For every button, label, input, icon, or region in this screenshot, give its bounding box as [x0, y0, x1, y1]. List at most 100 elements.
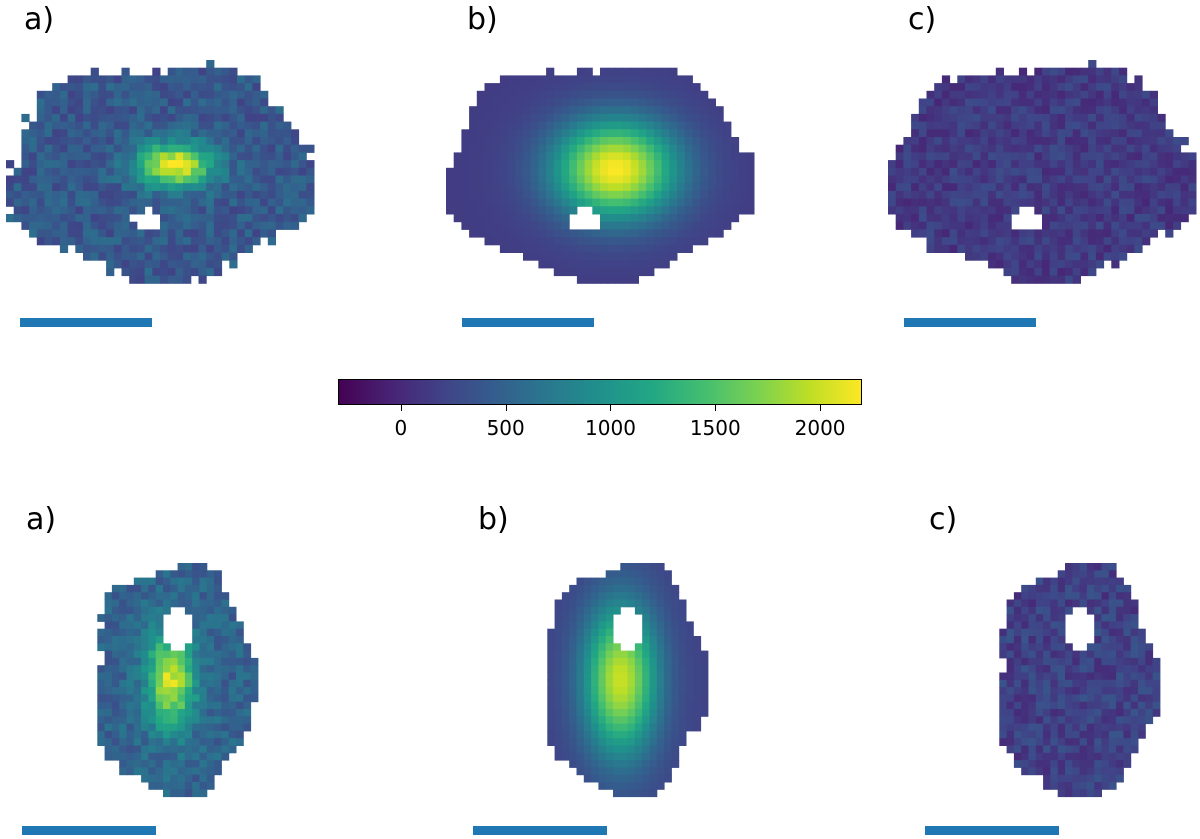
image-pixel — [283, 214, 292, 223]
image-pixel — [198, 152, 207, 161]
image-pixel — [1108, 745, 1117, 754]
image-pixel — [160, 214, 169, 223]
image-pixel — [221, 687, 230, 695]
image-pixel — [723, 206, 732, 215]
image-pixel — [167, 190, 176, 200]
image-pixel — [620, 760, 629, 768]
image-pixel — [133, 657, 142, 666]
image-pixel — [1101, 730, 1110, 739]
image-pixel — [119, 723, 127, 732]
image-pixel — [661, 106, 670, 115]
image-pixel — [980, 252, 989, 261]
image-pixel — [453, 160, 462, 169]
image-pixel — [184, 679, 193, 688]
image-pixel — [1157, 160, 1166, 169]
image-pixel — [453, 198, 462, 207]
image-pixel — [1057, 121, 1066, 130]
image-pixel — [244, 244, 253, 253]
image-pixel — [221, 745, 230, 754]
image-pixel — [678, 738, 687, 746]
image-pixel — [136, 175, 146, 184]
image-pixel — [1172, 214, 1182, 223]
image-pixel — [1042, 83, 1051, 92]
image-pixel — [972, 175, 981, 184]
image-pixel — [561, 90, 570, 99]
image-pixel — [1072, 584, 1081, 593]
image-pixel — [90, 90, 99, 99]
image-pixel — [1088, 60, 1097, 69]
image-pixel — [723, 183, 732, 192]
image-pixel — [707, 152, 716, 161]
image-pixel — [627, 592, 636, 600]
image-pixel — [1072, 709, 1081, 717]
image-pixel — [918, 183, 927, 192]
image-pixel — [957, 190, 966, 200]
image-pixel — [198, 129, 207, 138]
image-pixel — [167, 229, 176, 238]
image-pixel — [1108, 570, 1117, 579]
image-pixel — [634, 665, 643, 673]
image-pixel — [229, 237, 238, 246]
image-pixel — [190, 229, 199, 238]
image-pixel — [1123, 606, 1132, 615]
image-pixel — [192, 767, 200, 776]
image-pixel — [148, 643, 157, 652]
image-pixel — [554, 679, 563, 688]
image-pixel — [192, 606, 200, 615]
image-pixel — [1130, 614, 1139, 622]
image-pixel — [144, 267, 153, 277]
image-pixel — [275, 160, 284, 169]
image-pixel — [627, 709, 636, 717]
image-pixel — [553, 214, 562, 223]
image-pixel — [649, 621, 658, 630]
image-pixel — [98, 214, 107, 223]
image-pixel — [995, 106, 1004, 115]
image-pixel — [1072, 113, 1081, 123]
image-pixel — [607, 229, 616, 238]
image-pixel — [170, 745, 179, 754]
image-pixel — [1065, 709, 1073, 717]
image-pixel — [911, 229, 920, 238]
image-pixel — [252, 98, 261, 107]
image-pixel — [183, 98, 192, 107]
image-pixel — [1006, 614, 1015, 622]
image-pixel — [1057, 606, 1066, 615]
image-pixel — [90, 214, 99, 223]
image-pixel — [684, 121, 693, 130]
image-pixel — [715, 183, 724, 192]
image-pixel — [700, 687, 709, 695]
image-pixel — [1026, 237, 1035, 246]
image-pixel — [547, 628, 556, 637]
image-pixel — [152, 160, 161, 169]
image-pixel — [133, 687, 142, 695]
image-pixel — [620, 767, 629, 776]
image-pixel — [576, 760, 585, 768]
image-pixel — [252, 183, 261, 192]
image-pixel — [949, 190, 958, 200]
image-pixel — [523, 229, 532, 238]
image-pixel — [926, 229, 935, 238]
image-pixel — [129, 244, 138, 253]
image-pixel — [1134, 244, 1143, 253]
image-pixel — [1108, 606, 1117, 615]
image-pixel — [620, 694, 629, 703]
image-pixel — [999, 701, 1008, 710]
image-pixel — [972, 237, 981, 246]
image-pixel — [198, 137, 207, 146]
image-pixel — [1103, 190, 1112, 200]
image-pixel — [1138, 672, 1146, 681]
image-pixel — [707, 160, 716, 169]
image-pixel — [591, 665, 599, 673]
image-pixel — [664, 687, 672, 695]
image-pixel — [677, 75, 686, 84]
image-pixel — [133, 650, 142, 659]
image-pixel — [634, 606, 643, 615]
image-pixel — [52, 183, 61, 192]
image-pixel — [170, 665, 179, 673]
image-pixel — [661, 113, 670, 123]
image-pixel — [129, 90, 138, 99]
image-pixel — [926, 144, 935, 153]
image-pixel — [121, 260, 130, 269]
image-pixel — [461, 221, 470, 230]
image-pixel — [656, 774, 665, 783]
